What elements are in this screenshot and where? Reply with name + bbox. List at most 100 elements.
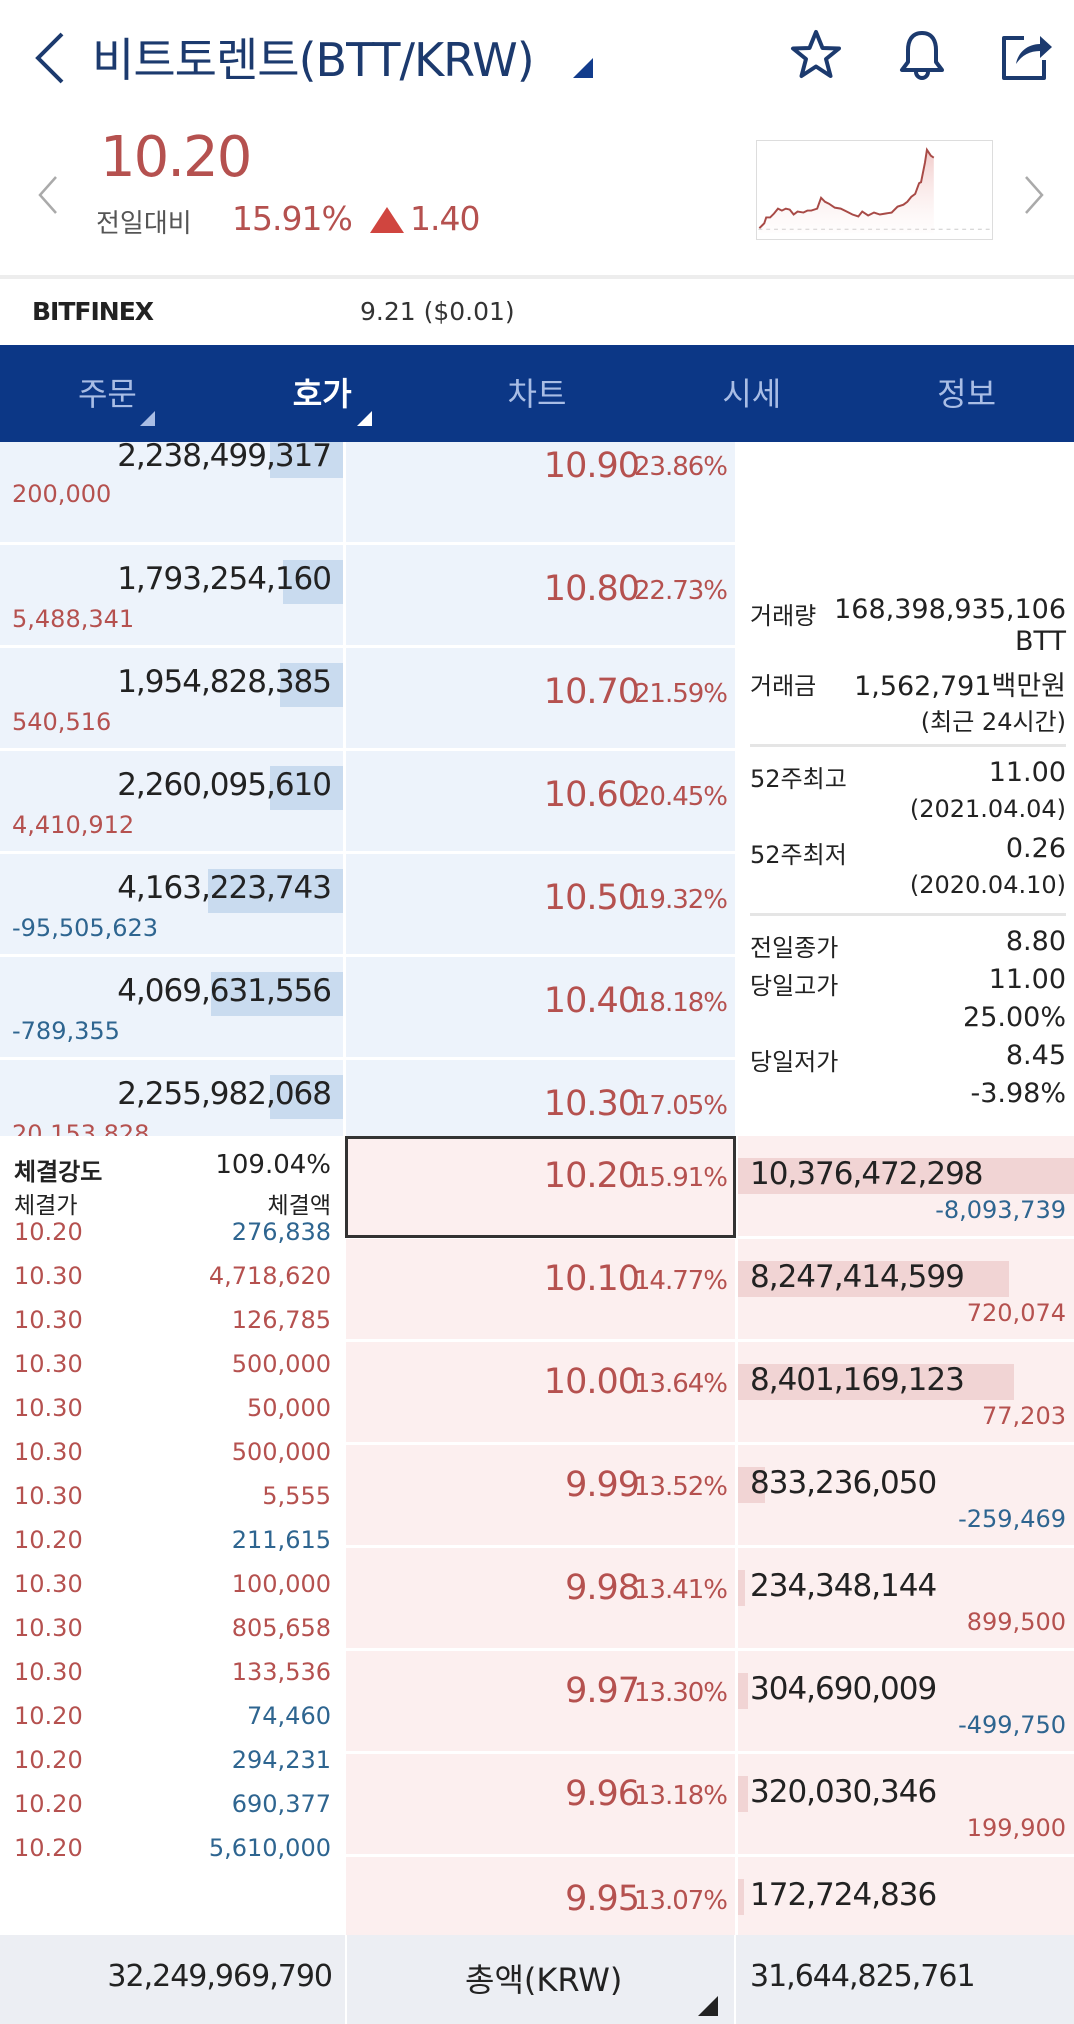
bid-change: 77,203 bbox=[982, 1402, 1066, 1430]
section-divider bbox=[0, 275, 1074, 279]
trade-amount: 50,000 bbox=[247, 1394, 331, 1422]
next-coin-icon[interactable] bbox=[1022, 173, 1046, 217]
tab-quotes[interactable]: 시세 bbox=[644, 345, 859, 442]
bid-row[interactable]: 9.96 13.18% 320,030,346 199,900 bbox=[0, 1754, 1074, 1857]
ask-row[interactable]: 2,238,499,317 200,000 10.90 23.86% bbox=[0, 438, 1074, 545]
bid-row[interactable]: 10.10 14.77% 8,247,414,599 720,074 bbox=[0, 1239, 1074, 1342]
high52-row: 52주최고 11.00 bbox=[738, 755, 1074, 793]
ask-price-cell[interactable]: 10.50 19.32% bbox=[346, 854, 735, 954]
volume-bar bbox=[738, 1158, 1074, 1194]
day-low-percent: -3.98% bbox=[970, 1078, 1066, 1109]
price-summary: 10.20 전일대비 15.91% 1.40 bbox=[0, 115, 1074, 275]
high52-value: 11.00 bbox=[988, 757, 1066, 788]
bid-change: 720,074 bbox=[966, 1299, 1066, 1327]
bid-row[interactable]: 10.00 13.64% 8,401,169,123 77,203 bbox=[0, 1342, 1074, 1445]
tab-label: 차트 bbox=[507, 375, 567, 413]
bid-percent: 13.07% bbox=[633, 1886, 728, 1916]
bid-row[interactable]: 10.20 15.91% 10,376,472,298 -8,093,739 bbox=[0, 1136, 1074, 1239]
star-icon[interactable] bbox=[786, 26, 846, 86]
bid-change: -499,750 bbox=[958, 1711, 1066, 1739]
bid-price-cell[interactable]: 10.20 15.91% bbox=[346, 1136, 735, 1236]
volume-bar bbox=[738, 1570, 745, 1606]
trade-row: 10.30 5,555 bbox=[0, 1474, 343, 1518]
trade-amount: 805,658 bbox=[231, 1614, 331, 1642]
change-percent: 15.91% bbox=[232, 199, 353, 238]
page-title[interactable]: 비트토렌트(BTT/KRW) bbox=[92, 33, 535, 87]
volume-bar bbox=[283, 560, 343, 604]
prev-close-label: 전일종가 bbox=[750, 934, 839, 962]
bid-price-cell[interactable]: 9.98 13.41% bbox=[346, 1548, 735, 1648]
turnover-label: 거래금 bbox=[750, 672, 817, 700]
ask-amount: 1,954,828,385 bbox=[117, 664, 332, 700]
tab-label: 주문 bbox=[77, 375, 137, 413]
share-icon[interactable] bbox=[996, 26, 1056, 86]
total-unit-selector[interactable]: 총액(KRW) bbox=[345, 1935, 736, 2024]
ask-amount: 2,260,095,610 bbox=[117, 767, 332, 803]
day-low-row: 당일저가 8.45 bbox=[738, 1038, 1074, 1076]
bid-volume-cell: 320,030,346 199,900 bbox=[738, 1754, 1074, 1854]
bid-row[interactable]: 9.98 13.41% 234,348,144 899,500 bbox=[0, 1548, 1074, 1651]
exchange-compare-row[interactable]: BITFINEX 9.21 ($0.01) bbox=[0, 279, 1074, 345]
trade-amount: 126,785 bbox=[231, 1306, 331, 1334]
trade-price: 10.20 bbox=[14, 1702, 83, 1730]
volume-bar bbox=[738, 1673, 748, 1709]
trade-row: 10.30 126,785 bbox=[0, 1298, 343, 1342]
ask-price-cell[interactable]: 10.30 17.05% bbox=[346, 1060, 735, 1136]
trade-amount: 294,231 bbox=[231, 1746, 331, 1774]
trade-amount: 5,555 bbox=[262, 1482, 331, 1510]
ask-row[interactable]: 1,954,828,385 540,516 10.70 21.59% bbox=[0, 648, 1074, 751]
tab-orderbook[interactable]: 호가 bbox=[215, 345, 430, 442]
day-high-label: 당일고가 bbox=[750, 972, 839, 1000]
ask-price-cell[interactable]: 10.40 18.18% bbox=[346, 957, 735, 1057]
volume-unit-row: BTT bbox=[738, 626, 1074, 662]
bid-row[interactable]: 9.99 13.52% 833,236,050 -259,469 bbox=[0, 1445, 1074, 1548]
bid-price-cell[interactable]: 10.10 14.77% bbox=[346, 1239, 735, 1339]
bid-price-cell[interactable]: 9.95 13.07% bbox=[346, 1857, 735, 1935]
ask-row[interactable]: 2,255,982,068 20,153,828 10.30 17.05% bbox=[0, 1060, 1074, 1163]
ask-percent: 22.73% bbox=[633, 576, 728, 606]
turnover-value: 1,562,791백만원 bbox=[854, 671, 1066, 702]
ask-price: 10.80 bbox=[543, 569, 640, 609]
exchange-price: 9.21 ($0.01) bbox=[360, 297, 515, 326]
ask-row[interactable]: 4,163,223,743 -95,505,623 10.50 19.32% bbox=[0, 854, 1074, 957]
up-triangle-icon bbox=[370, 207, 404, 233]
ask-row[interactable]: 2,260,095,610 4,410,912 10.60 20.45% bbox=[0, 751, 1074, 854]
trade-price: 10.30 bbox=[14, 1438, 83, 1466]
tab-order[interactable]: 주문 bbox=[0, 345, 215, 442]
trade-price: 10.20 bbox=[14, 1526, 83, 1554]
bid-price: 9.97 bbox=[565, 1671, 640, 1711]
trade-amount: 500,000 bbox=[231, 1350, 331, 1378]
prev-close-value: 8.80 bbox=[1005, 926, 1066, 957]
tab-chart[interactable]: 차트 bbox=[430, 345, 645, 442]
exchange-name: BITFINEX bbox=[32, 297, 154, 326]
ask-price-cell[interactable]: 10.80 22.73% bbox=[346, 545, 735, 645]
ask-price-cell[interactable]: 10.90 23.86% bbox=[346, 442, 735, 542]
ask-row[interactable]: 4,069,631,556 -789,355 10.40 18.18% bbox=[0, 957, 1074, 1060]
ask-price-cell[interactable]: 10.70 21.59% bbox=[346, 648, 735, 748]
bid-price-cell[interactable]: 9.96 13.18% bbox=[346, 1754, 735, 1854]
prev-coin-icon[interactable] bbox=[36, 173, 60, 217]
low52-label: 52주최저 bbox=[750, 841, 847, 869]
back-icon[interactable] bbox=[30, 30, 70, 86]
mini-price-chart[interactable] bbox=[756, 140, 993, 240]
trade-amount: 500,000 bbox=[231, 1438, 331, 1466]
ask-change: 540,516 bbox=[12, 708, 112, 736]
bid-price-cell[interactable]: 9.97 13.30% bbox=[346, 1651, 735, 1751]
period-note-row: (최근 24시간) bbox=[738, 700, 1074, 738]
bid-change: 899,500 bbox=[966, 1608, 1066, 1636]
volume-bar bbox=[270, 442, 343, 478]
ask-row[interactable]: 1,793,254,160 5,488,341 10.80 22.73% bbox=[0, 545, 1074, 648]
bid-price-cell[interactable]: 9.99 13.52% bbox=[346, 1445, 735, 1545]
bid-row[interactable]: 9.97 13.30% 304,690,009 -499,750 bbox=[0, 1651, 1074, 1754]
bid-amount: 8,247,414,599 bbox=[750, 1259, 965, 1295]
high52-date: (2021.04.04) bbox=[909, 795, 1066, 823]
bell-icon[interactable] bbox=[892, 26, 952, 86]
volume-row: 거래량 168,398,935,106 bbox=[738, 592, 1074, 630]
ask-volume-cell: 2,260,095,610 4,410,912 bbox=[0, 751, 343, 851]
bid-price-cell[interactable]: 10.00 13.64% bbox=[346, 1342, 735, 1442]
bid-row[interactable]: 9.95 13.07% 172,724,836 bbox=[0, 1857, 1074, 1935]
title-dropdown-caret-icon[interactable] bbox=[573, 58, 593, 78]
ask-price-cell[interactable]: 10.60 20.45% bbox=[346, 751, 735, 851]
tab-info[interactable]: 정보 bbox=[859, 345, 1074, 442]
day-high-percent: 25.00% bbox=[963, 1002, 1066, 1033]
